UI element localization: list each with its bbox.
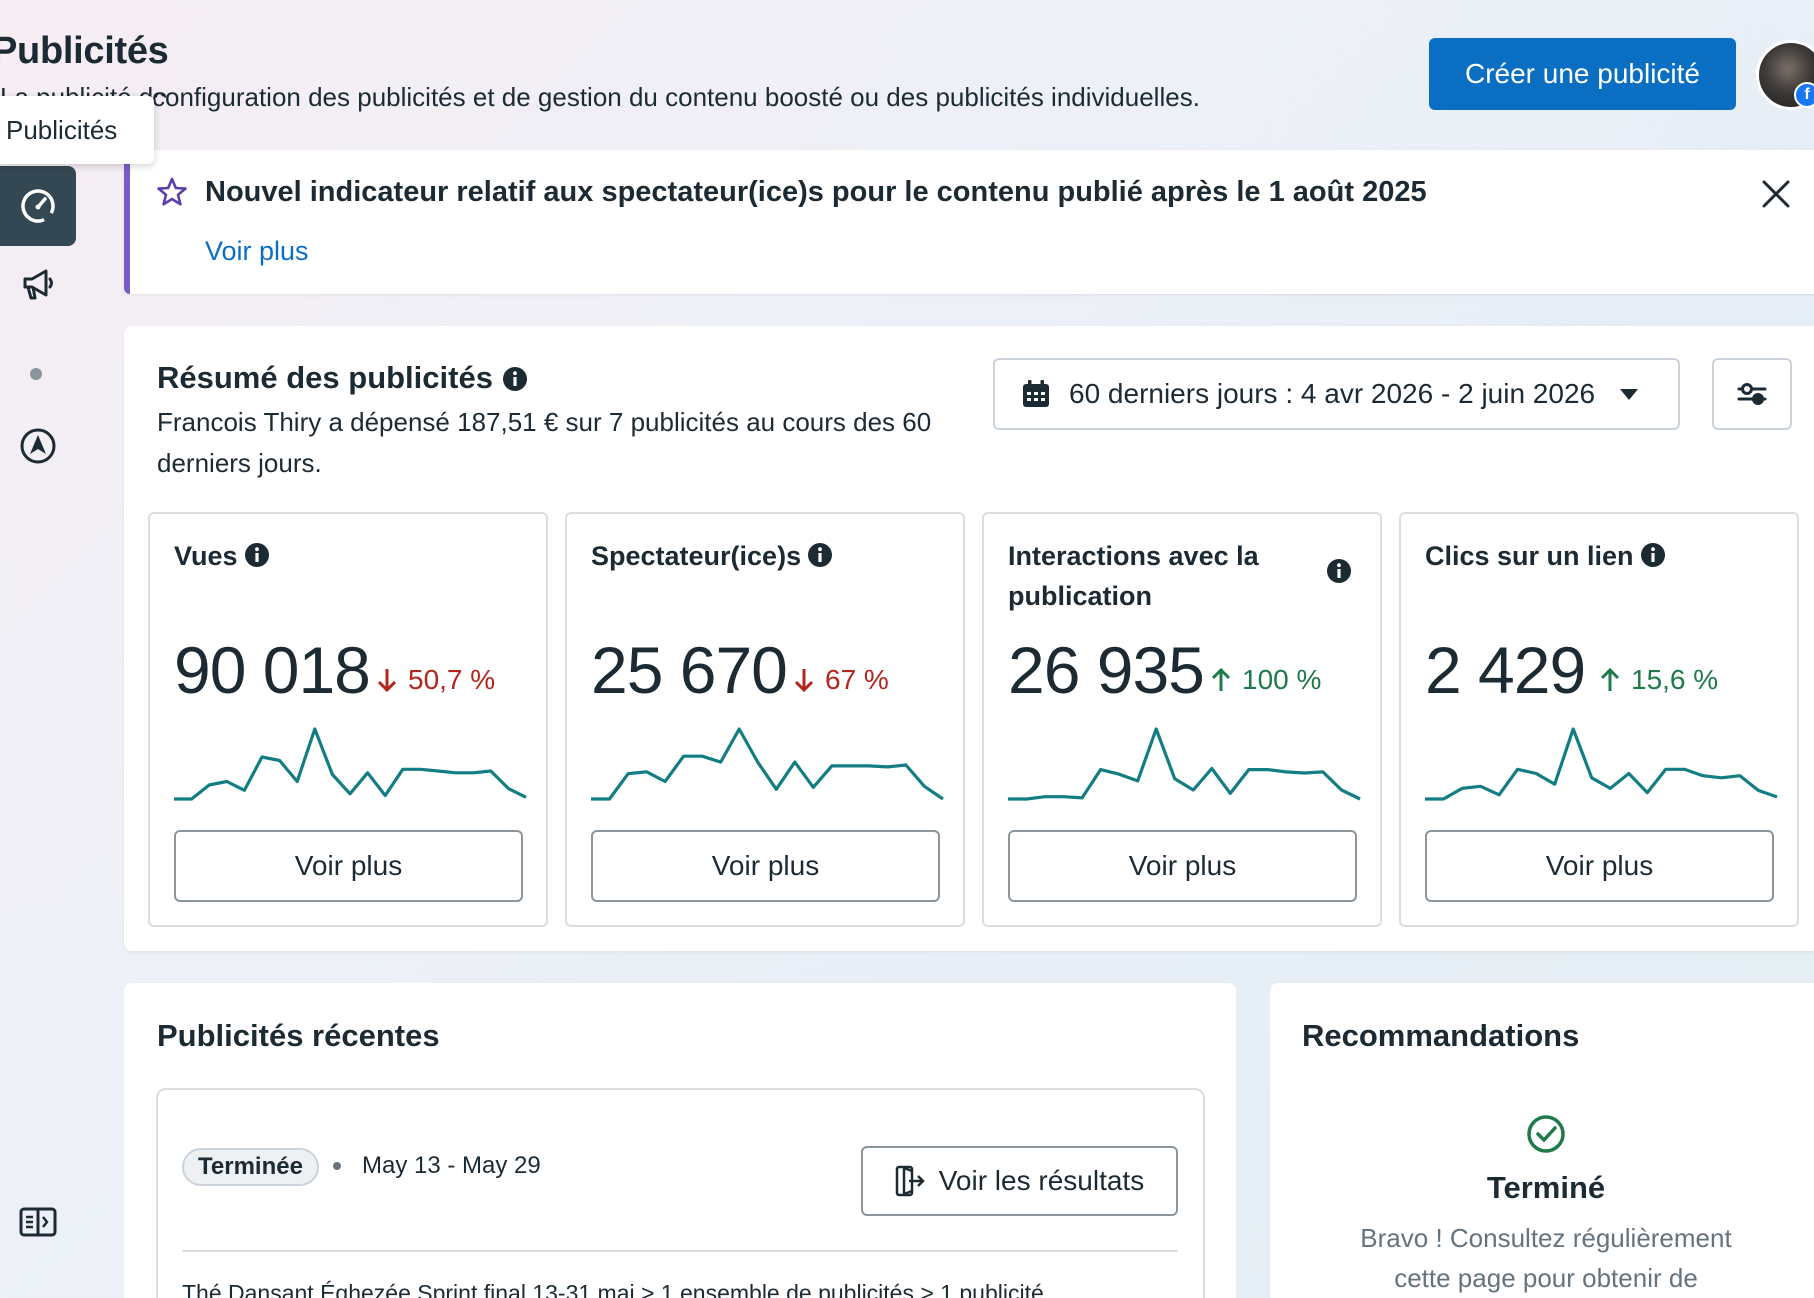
megaphone-icon xyxy=(23,269,53,300)
metric-delta: 15,6 % xyxy=(1599,664,1718,696)
info-icon[interactable] xyxy=(244,542,270,568)
divider xyxy=(182,1250,1178,1252)
sidebar-item-navigation[interactable] xyxy=(0,424,76,468)
metric-delta-value: 50,7 % xyxy=(408,664,496,695)
arrow-down-icon xyxy=(377,669,397,693)
sliders-icon xyxy=(1737,383,1767,405)
recent-ads-title: Publicités récentes xyxy=(157,1018,440,1053)
metric-delta: 100 % xyxy=(1210,664,1321,696)
ad-date-range: May 13 - May 29 xyxy=(362,1152,541,1179)
info-icon[interactable] xyxy=(1326,558,1352,584)
metric-delta-value: 100 % xyxy=(1242,664,1322,695)
recommendations-status: Terminé xyxy=(1486,1170,1606,1205)
sidebar-item-dashboard[interactable] xyxy=(0,166,76,246)
ad-campaign-path[interactable]: Thé Dansant Éghezée Sprint final 13-31 m… xyxy=(182,1280,1044,1298)
info-icon[interactable] xyxy=(502,366,528,392)
collapse-panel-icon xyxy=(19,1207,57,1237)
metric-card-link-clicks: Clics sur un lien 2 429 15,6 % Voir plus xyxy=(1399,512,1799,927)
page-description: configuration des publicités et de gesti… xyxy=(152,82,1200,112)
metric-delta-value: 15,6 % xyxy=(1631,664,1719,695)
chevron-down-icon xyxy=(1620,389,1639,400)
metric-value: 25 670 xyxy=(591,633,788,707)
view-results-button[interactable]: Voir les résultats xyxy=(861,1146,1178,1216)
view-results-label: Voir les résultats xyxy=(938,1165,1145,1196)
sparkline-series xyxy=(1008,727,1361,801)
status-badge: Terminée xyxy=(182,1148,319,1186)
info-icon[interactable] xyxy=(807,542,833,568)
create-ad-button[interactable]: Créer une publicité xyxy=(1429,38,1736,110)
sidebar-separator-dot xyxy=(30,368,42,380)
see-more-button[interactable]: Voir plus xyxy=(174,830,523,902)
check-circle-icon xyxy=(1527,1115,1565,1153)
metric-value: 2 429 xyxy=(1425,633,1586,707)
metric-value: 26 935 xyxy=(1008,633,1205,707)
star-icon xyxy=(157,177,187,206)
metric-delta: 50,7 % xyxy=(376,664,495,696)
page-title: Publicités xyxy=(0,30,169,72)
recommendations-title: Recommandations xyxy=(1302,1018,1580,1053)
bullet-separator xyxy=(333,1162,341,1170)
metric-value: 90 018 xyxy=(174,633,371,707)
date-range-selector[interactable]: 60 derniers jours : 4 avr 2026 - 2 juin … xyxy=(993,358,1680,430)
sparkline-series xyxy=(1425,727,1778,801)
sidebar-item-campaigns[interactable] xyxy=(0,262,76,306)
metric-card-viewers: Spectateur(ice)s 25 670 67 % Voir plus xyxy=(565,512,965,927)
metric-label: Interactions avec la publication xyxy=(1008,541,1259,611)
summary-title: Résumé des publicités xyxy=(157,360,493,395)
recent-ad-item xyxy=(156,1088,1205,1298)
sparkline-chart xyxy=(1008,727,1361,801)
export-results-icon xyxy=(895,1165,925,1197)
filter-settings-button[interactable] xyxy=(1712,358,1792,430)
dashboard-gauge-icon xyxy=(21,189,55,223)
metric-label: Spectateur(ice)s xyxy=(591,541,802,571)
close-icon[interactable] xyxy=(1760,178,1792,210)
see-more-button[interactable]: Voir plus xyxy=(1425,830,1774,902)
date-range-label: 60 derniers jours : 4 avr 2026 - 2 juin … xyxy=(1069,378,1596,409)
arrow-up-icon xyxy=(1211,667,1231,691)
metric-delta: 67 % xyxy=(793,664,889,696)
info-icon[interactable] xyxy=(1640,542,1666,568)
metric-label-wrap: Vues xyxy=(174,536,270,576)
recommendations-description: Bravo ! Consultez régulièrement cette pa… xyxy=(1360,1223,1732,1293)
page-description-hidden-start: La publicité de xyxy=(0,82,168,112)
calendar-icon xyxy=(1023,380,1049,407)
see-more-button[interactable]: Voir plus xyxy=(1008,830,1357,902)
banner-see-more-link[interactable]: Voir plus xyxy=(205,236,309,266)
sparkline-chart xyxy=(174,727,527,801)
see-more-button[interactable]: Voir plus xyxy=(591,830,940,902)
sparkline-series xyxy=(591,727,944,801)
metric-label-wrap: Clics sur un lien xyxy=(1425,536,1666,576)
recent-ads-card xyxy=(124,983,1236,1298)
metric-label: Clics sur un lien xyxy=(1425,541,1634,571)
sidebar-tooltip: Publicités xyxy=(0,96,154,164)
arrow-down-icon xyxy=(794,669,814,693)
sparkline-chart xyxy=(591,727,944,801)
metric-card-views: Vues 90 018 50,7 % Voir plus xyxy=(148,512,548,927)
metric-card-interactions: Interactions avec la publication 26 935 … xyxy=(982,512,1382,927)
sparkline-series xyxy=(174,727,527,801)
metric-delta-value: 67 % xyxy=(825,664,889,695)
recommendations-card xyxy=(1270,983,1814,1298)
metric-label: Vues xyxy=(174,541,238,571)
sparkline-chart xyxy=(1425,727,1778,801)
facebook-badge-icon: f xyxy=(1794,82,1814,108)
metric-label-wrap: Spectateur(ice)s xyxy=(591,536,833,576)
navigation-arrow-icon xyxy=(20,428,56,464)
summary-description: Francois Thiry a dépensé 187,51 € sur 7 … xyxy=(157,407,932,478)
announcement-banner xyxy=(124,150,1814,294)
sidebar-collapse-toggle[interactable] xyxy=(0,1200,76,1244)
arrow-up-icon xyxy=(1600,667,1620,691)
banner-title: Nouvel indicateur relatif aux spectateur… xyxy=(205,176,1427,208)
